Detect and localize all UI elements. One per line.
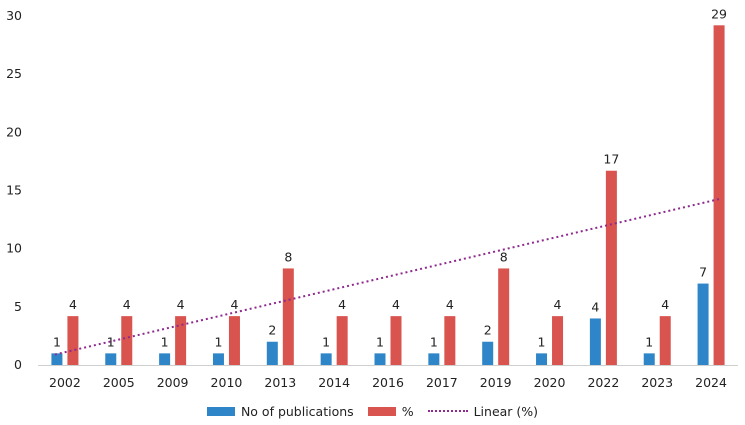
bar-percent <box>121 316 133 365</box>
x-tick-label: 2019 <box>480 375 512 390</box>
x-tick-label: 2017 <box>426 375 458 390</box>
y-axis-ticks: 0 5 10 15 20 25 30 <box>6 8 22 372</box>
bar-publications <box>374 353 386 365</box>
x-tick-label: 2009 <box>157 375 189 390</box>
data-label-percent: 8 <box>500 249 508 264</box>
data-label-publications: 1 <box>322 334 330 349</box>
bar-publications <box>589 318 601 365</box>
data-label-publications: 1 <box>214 334 222 349</box>
data-label-percent: 17 <box>603 152 619 167</box>
x-tick-label: 2014 <box>318 375 350 390</box>
x-tick-label: 2013 <box>264 375 296 390</box>
bar-publications <box>212 353 224 365</box>
bar-publications <box>51 353 63 365</box>
bar-publications <box>536 353 548 365</box>
data-label-publications: 1 <box>430 334 438 349</box>
bar-percent <box>659 316 671 365</box>
bar-percent <box>390 316 402 365</box>
bar-percent <box>444 316 456 365</box>
y-tick-label: 20 <box>6 124 22 139</box>
data-label-publications: 7 <box>699 265 707 280</box>
bar-publications <box>105 353 117 365</box>
data-label-percent: 4 <box>177 297 185 312</box>
data-label-publications: 2 <box>268 323 276 338</box>
legend-item-publications: No of publications <box>206 403 354 419</box>
data-label-percent: 4 <box>123 297 131 312</box>
y-tick-label: 0 <box>14 357 22 372</box>
data-label-publications: 1 <box>161 334 169 349</box>
data-label-percent: 8 <box>284 249 292 264</box>
bar-percent <box>498 268 510 365</box>
bar-publications <box>428 353 440 365</box>
data-label-publications: 1 <box>538 334 546 349</box>
bar-publications <box>159 353 171 365</box>
data-label-percent: 4 <box>230 297 238 312</box>
bar-percent <box>228 316 240 365</box>
bar-publications <box>697 283 709 365</box>
y-tick-label: 10 <box>6 241 22 256</box>
bar-percent <box>282 268 294 365</box>
legend-swatch-publications <box>206 406 235 416</box>
data-label-percent: 4 <box>661 297 669 312</box>
bar-percent <box>552 316 564 365</box>
data-label-percent: 29 <box>711 6 727 21</box>
bar-publications <box>643 353 655 365</box>
legend-item-percent: % <box>367 403 414 419</box>
bar-publications <box>482 341 494 365</box>
trendline <box>54 197 722 356</box>
legend-item-linear: Linear (%) <box>427 403 539 419</box>
data-label-publications: 1 <box>53 334 61 349</box>
y-tick-label: 15 <box>6 183 22 198</box>
x-tick-label: 2016 <box>372 375 404 390</box>
x-tick-label: 2024 <box>695 375 727 390</box>
bar-publications <box>266 341 278 365</box>
legend-swatch-percent <box>367 406 396 416</box>
legend-label-linear: Linear (%) <box>473 403 539 419</box>
legend-swatch-linear <box>427 410 468 412</box>
data-label-publications: 1 <box>107 334 115 349</box>
data-label-percent: 4 <box>392 297 400 312</box>
x-tick-label: 2020 <box>534 375 566 390</box>
data-label-publications: 4 <box>591 299 599 314</box>
legend-label-publications: No of publications <box>240 403 354 419</box>
y-tick-label: 5 <box>14 299 22 314</box>
x-axis-ticks: 2002 2005 2009 2010 2013 2014 2016 2017 2019 2020… <box>49 375 727 390</box>
data-label-percent: 4 <box>554 297 562 312</box>
x-tick-label: 2002 <box>49 375 81 390</box>
data-label-publications: 2 <box>484 323 492 338</box>
x-tick-label: 2022 <box>587 375 619 390</box>
data-label-percent: 4 <box>69 297 77 312</box>
y-tick-label: 25 <box>6 66 22 81</box>
bar-publications <box>320 353 332 365</box>
data-label-percent: 4 <box>338 297 346 312</box>
bar-percent <box>67 316 79 365</box>
y-tick-label: 30 <box>6 8 22 23</box>
data-label-percent: 4 <box>446 297 454 312</box>
x-tick-label: 2005 <box>103 375 135 390</box>
bar-percent <box>175 316 187 365</box>
legend-label-percent: % <box>401 403 414 419</box>
bars-group <box>51 25 725 365</box>
legend: No of publications % Linear (%) <box>0 400 745 422</box>
bar-percent <box>713 25 725 365</box>
bar-percent <box>605 170 617 365</box>
x-tick-label: 2023 <box>641 375 673 390</box>
x-tick-label: 2010 <box>211 375 243 390</box>
data-label-publications: 1 <box>645 334 653 349</box>
bar-percent <box>336 316 348 365</box>
data-label-publications: 1 <box>376 334 384 349</box>
